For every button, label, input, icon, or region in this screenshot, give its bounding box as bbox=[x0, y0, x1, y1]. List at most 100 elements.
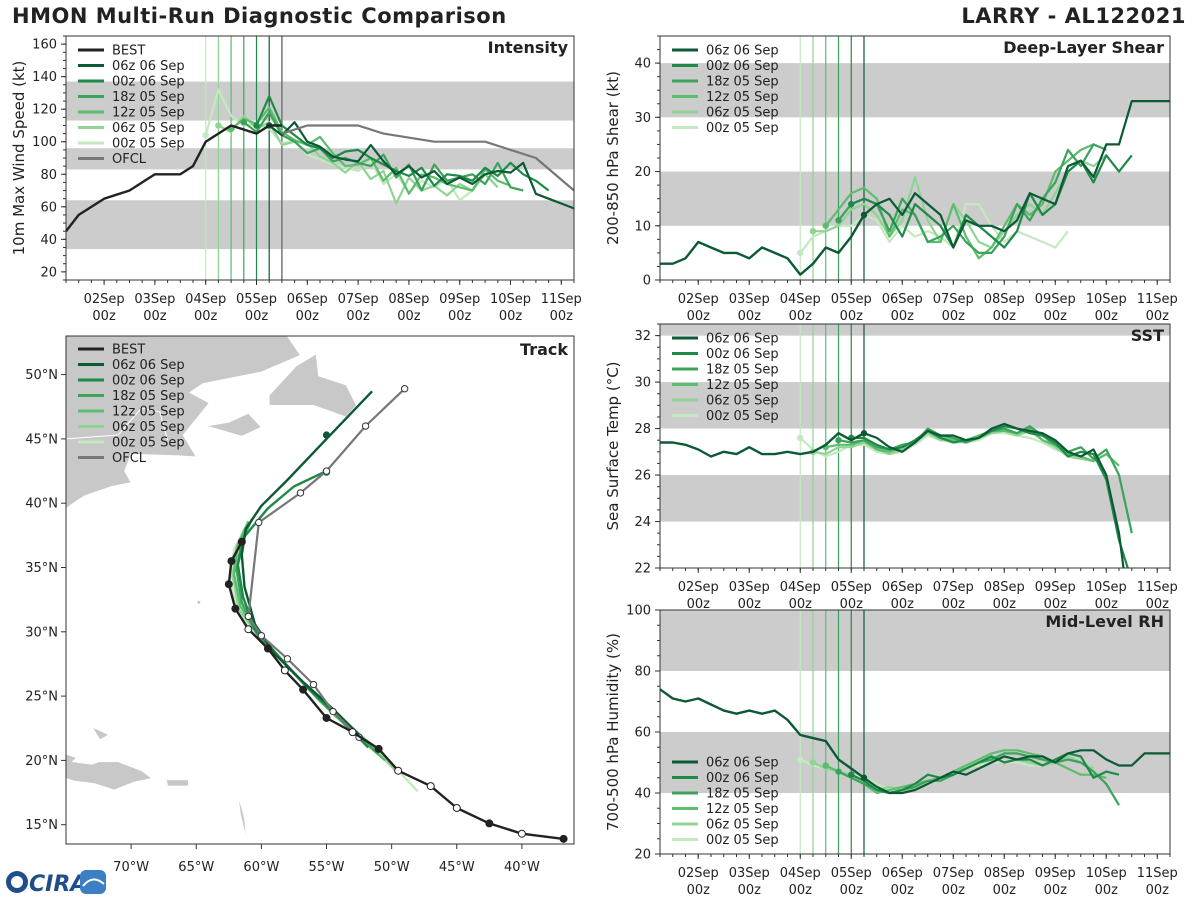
x-tick-hour: 00z bbox=[942, 309, 966, 324]
x-tick-hour: 00z bbox=[687, 597, 711, 612]
series-line-best bbox=[66, 124, 282, 232]
lat-tick-label: 50°N bbox=[25, 368, 58, 383]
legend-label: 00z 05 Sep bbox=[706, 409, 779, 424]
gray-band bbox=[660, 63, 1170, 118]
x-tick-date: 03Sep bbox=[729, 866, 770, 881]
lat-tick-label: 20°N bbox=[25, 754, 58, 769]
track-line-06z-05-sep bbox=[231, 524, 400, 775]
series-line-06z-06-sep bbox=[268, 121, 574, 210]
land-shape bbox=[165, 779, 189, 787]
y-tick-label: 20 bbox=[40, 265, 57, 280]
x-tick-hour: 00z bbox=[738, 597, 762, 612]
x-tick-hour: 00z bbox=[1146, 309, 1170, 324]
y-tick-label: 20 bbox=[634, 165, 651, 180]
x-tick-date: 09Sep bbox=[439, 292, 480, 307]
legend-label: 12z 05 Sep bbox=[706, 378, 779, 393]
figure-title: HMON Multi-Run Diagnostic Comparison bbox=[12, 4, 507, 28]
x-tick-date: 10Sep bbox=[1086, 580, 1127, 595]
bermuda-island bbox=[197, 600, 201, 604]
plot-area bbox=[66, 36, 574, 280]
track-line-00z-05-sep bbox=[228, 528, 419, 793]
best-track-point bbox=[348, 728, 357, 737]
y-tick-label: 80 bbox=[40, 168, 57, 183]
legend-label: 00z 06 Sep bbox=[112, 75, 185, 90]
run-start-point bbox=[797, 249, 804, 257]
x-tick-date: 10Sep bbox=[1086, 866, 1127, 881]
series-line-06z-06-sep bbox=[863, 749, 1170, 795]
legend-label: 06z 06 Sep bbox=[112, 358, 185, 373]
x-tick-hour: 00z bbox=[1044, 883, 1068, 898]
x-tick-date: 08Sep bbox=[984, 580, 1025, 595]
x-tick-date: 08Sep bbox=[984, 292, 1025, 307]
x-tick-hour: 00z bbox=[143, 309, 167, 324]
x-tick-date: 02Sep bbox=[678, 866, 719, 881]
series-line-00z-06-sep bbox=[851, 425, 1129, 568]
legend-label: 06z 06 Sep bbox=[706, 44, 779, 59]
legend-label: OFCL bbox=[112, 451, 147, 466]
gray-band bbox=[66, 81, 574, 121]
x-tick-hour: 00z bbox=[789, 309, 813, 324]
x-tick-date: 05Sep bbox=[236, 292, 277, 307]
legend-label: 00z 06 Sep bbox=[706, 59, 779, 74]
x-tick-hour: 00z bbox=[840, 309, 864, 324]
legend-label: 06z 05 Sep bbox=[706, 106, 779, 121]
x-tick-hour: 00z bbox=[891, 883, 915, 898]
x-tick-hour: 00z bbox=[891, 309, 915, 324]
y-tick-label: 26 bbox=[634, 469, 651, 484]
best-track-point bbox=[227, 557, 236, 566]
legend-label: 00z 05 Sep bbox=[112, 436, 185, 451]
y-tick-label: 80 bbox=[634, 665, 651, 680]
cira-logo-text: CIRA bbox=[29, 872, 87, 897]
y-tick-label: 10 bbox=[634, 219, 651, 234]
x-tick-hour: 00z bbox=[840, 883, 864, 898]
x-tick-date: 09Sep bbox=[1035, 866, 1076, 881]
series-line-best bbox=[660, 688, 865, 779]
lon-tick-label: 55°W bbox=[309, 860, 345, 875]
x-tick-date: 02Sep bbox=[84, 292, 125, 307]
x-tick-date: 03Sep bbox=[134, 292, 175, 307]
lat-tick-label: 25°N bbox=[25, 690, 58, 705]
run-start-point bbox=[240, 119, 247, 126]
x-tick-hour: 00z bbox=[346, 309, 370, 324]
panel-intensity: 20 40 60 80 100 120 140 160 02Sep 00z 03Sep 00z 04Se… bbox=[10, 35, 582, 324]
plot-area bbox=[660, 36, 1170, 280]
x-tick-hour: 00z bbox=[738, 309, 762, 324]
x-tick-date: 10Sep bbox=[490, 292, 531, 307]
lat-tick-label: 15°N bbox=[25, 818, 58, 833]
ofcl-point bbox=[244, 612, 253, 621]
y-tick-label: 32 bbox=[634, 329, 651, 344]
lat-tick-label: 35°N bbox=[25, 561, 58, 576]
lon-tick-label: 65°W bbox=[178, 860, 214, 875]
best-track-point bbox=[322, 713, 331, 722]
ofcl-point bbox=[309, 680, 318, 689]
land-shape bbox=[268, 353, 357, 418]
gray-band bbox=[660, 382, 1170, 429]
legend-label: 06z 06 Sep bbox=[112, 59, 185, 74]
x-tick-hour: 00z bbox=[840, 597, 864, 612]
lon-tick-label: 50°W bbox=[374, 860, 410, 875]
run-start-point bbox=[848, 771, 855, 778]
x-tick-date: 10Sep bbox=[1086, 292, 1127, 307]
run-start-point bbox=[835, 217, 842, 224]
legend-label: 18z 05 Sep bbox=[112, 389, 185, 404]
lat-tick-label: 30°N bbox=[25, 625, 58, 640]
land-shape bbox=[66, 336, 302, 509]
panel-sst: 22 24 26 28 30 32 02Sep 00z 03Sep 00z 04Sep 00z 05Se… bbox=[604, 323, 1178, 612]
y-axis-label: Sea Surface Temp (°C) bbox=[604, 361, 622, 530]
x-tick-date: 06Sep bbox=[287, 292, 328, 307]
y-tick-label: 40 bbox=[634, 57, 651, 72]
x-tick-hour: 00z bbox=[738, 883, 762, 898]
lat-tick-label: 45°N bbox=[25, 432, 58, 447]
panel-title: Intensity bbox=[488, 38, 569, 57]
best-track-point bbox=[224, 580, 233, 589]
x-tick-date: 02Sep bbox=[678, 580, 719, 595]
x-tick-date: 07Sep bbox=[338, 292, 379, 307]
y-tick-label: 24 bbox=[634, 515, 651, 530]
best-track-point bbox=[559, 834, 568, 843]
land-shape bbox=[91, 726, 110, 741]
y-axis-label: 10m Max Wind Speed (kt) bbox=[10, 61, 28, 256]
x-tick-date: 08Sep bbox=[388, 292, 429, 307]
y-tick-label: 40 bbox=[634, 787, 651, 802]
y-tick-label: 40 bbox=[40, 233, 57, 248]
